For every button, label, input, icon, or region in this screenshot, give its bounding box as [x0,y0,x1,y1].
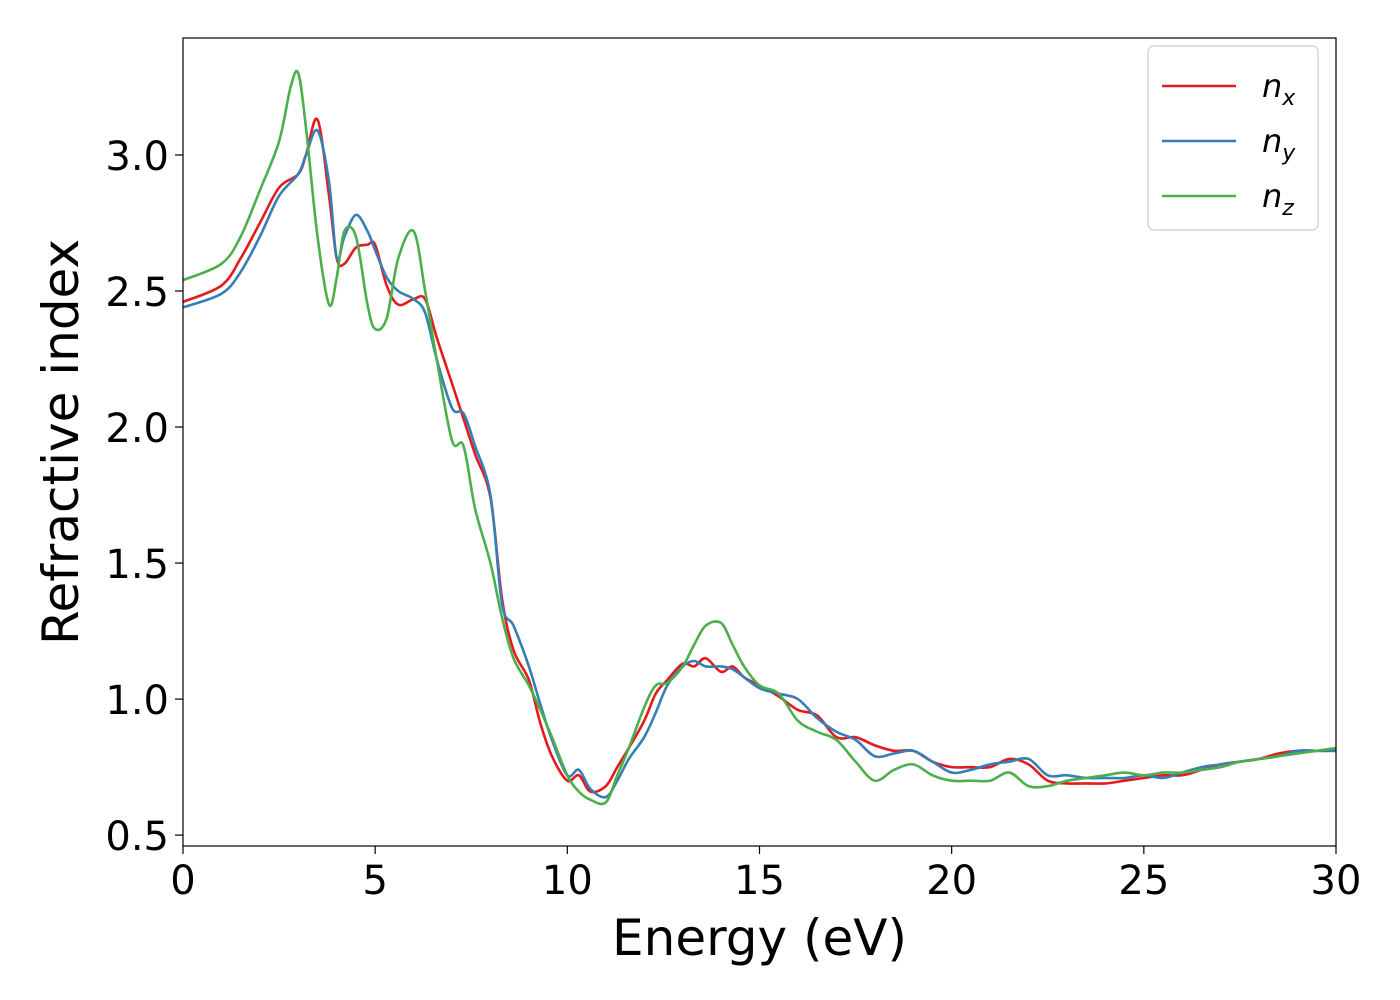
legend-label-nx: nx [1262,67,1296,111]
x-tick-label: 5 [362,858,387,904]
series-line-nz [183,69,1336,806]
x-tick-label: 30 [1311,858,1362,904]
legend-label-base: n [1262,67,1282,105]
legend-label-subscript: y [1281,141,1296,166]
legend-box [1147,45,1319,231]
legend-label-base: n [1262,177,1282,215]
x-tick-label: 0 [170,858,195,904]
legend-label-subscript: z [1281,196,1294,221]
legend-label-subscript: x [1281,86,1296,111]
y-tick-label: 3.0 [105,134,169,180]
x-tick-label: 20 [926,858,977,904]
legend-label-nz: nz [1262,177,1294,221]
series-layer [183,69,1336,806]
x-axis-label: Energy (eV) [612,909,907,967]
y-tick-label: 1.0 [105,678,169,724]
y-tick-label: 1.5 [105,542,169,588]
x-axis-ticks: 0 5 10 15 20 25 30 [170,846,1361,904]
x-tick-label: 10 [542,858,593,904]
y-tick-label: 2.5 [105,270,169,316]
legend-label-ny: ny [1262,122,1296,166]
legend-label-base: n [1262,122,1282,160]
series-line-nx [183,117,1336,794]
y-axis-ticks: 0.5 1.0 1.5 2.0 2.5 3.0 [105,134,183,860]
y-tick-label: 2.0 [105,406,169,452]
x-tick-label: 25 [1118,858,1169,904]
y-tick-label: 0.5 [105,814,169,860]
x-tick-label: 15 [734,858,785,904]
y-axis-label: Refractive index [32,239,90,645]
